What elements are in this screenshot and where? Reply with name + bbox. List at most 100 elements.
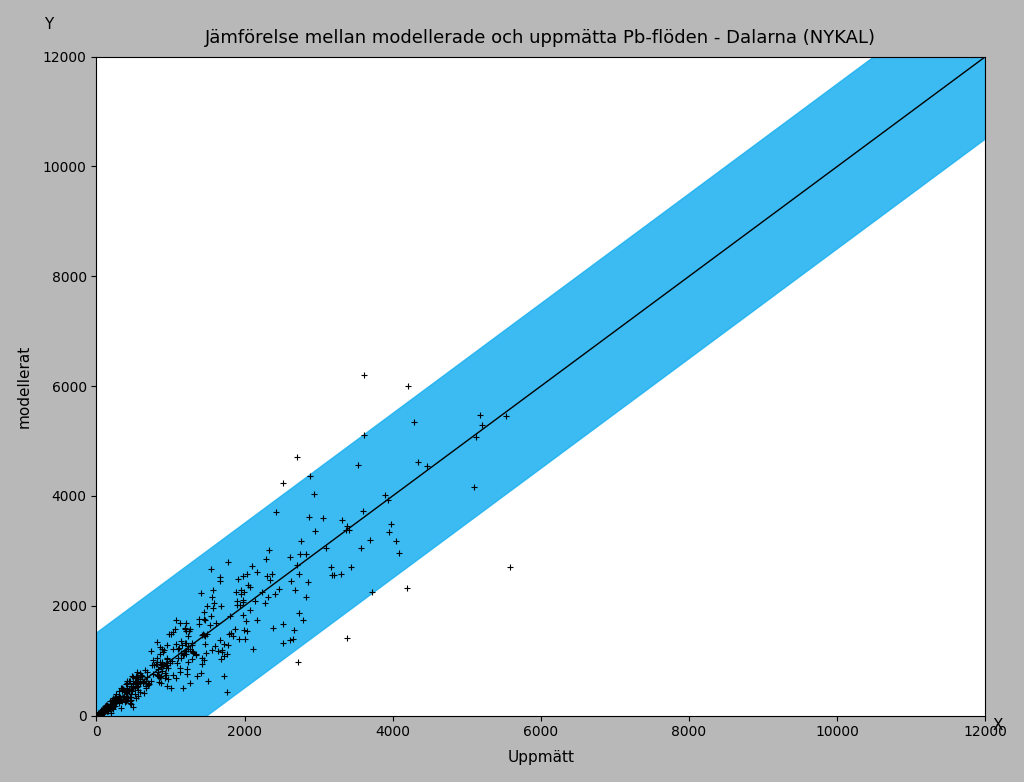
Point bbox=[153, 659, 169, 672]
Point bbox=[406, 416, 422, 429]
Point bbox=[148, 636, 165, 648]
Point bbox=[99, 700, 116, 712]
Point bbox=[240, 579, 256, 591]
Point bbox=[118, 695, 134, 708]
Point bbox=[219, 647, 236, 660]
Point bbox=[122, 691, 138, 704]
Point bbox=[200, 628, 216, 640]
Point bbox=[334, 514, 350, 526]
Point bbox=[381, 526, 397, 538]
Point bbox=[187, 648, 204, 661]
Point bbox=[180, 655, 197, 668]
Point bbox=[168, 638, 184, 651]
Point bbox=[472, 408, 488, 421]
X-axis label: Uppmätt: Uppmätt bbox=[507, 751, 574, 766]
Point bbox=[129, 690, 145, 702]
Point bbox=[151, 670, 167, 683]
Point bbox=[184, 647, 201, 659]
Point bbox=[90, 708, 106, 720]
Point bbox=[105, 701, 122, 713]
Point bbox=[240, 624, 256, 637]
Point bbox=[123, 694, 139, 706]
Point bbox=[295, 614, 311, 626]
Point bbox=[165, 669, 181, 681]
Point bbox=[130, 684, 146, 697]
Point bbox=[283, 634, 299, 647]
Point bbox=[147, 658, 164, 670]
Point bbox=[267, 506, 284, 518]
Point bbox=[202, 619, 218, 631]
Point bbox=[92, 707, 109, 719]
Point bbox=[204, 562, 220, 575]
Point bbox=[108, 691, 124, 704]
Point bbox=[301, 511, 317, 524]
Point bbox=[91, 705, 108, 718]
Point bbox=[130, 678, 146, 691]
Point bbox=[198, 647, 214, 659]
Point bbox=[93, 704, 110, 716]
Point bbox=[89, 709, 105, 722]
Point bbox=[130, 676, 146, 688]
Point bbox=[120, 691, 136, 704]
Point bbox=[352, 542, 369, 554]
Point bbox=[205, 584, 221, 597]
Point bbox=[176, 637, 193, 649]
Point bbox=[111, 694, 127, 707]
Point bbox=[157, 666, 173, 679]
Point bbox=[106, 699, 123, 712]
Point bbox=[111, 690, 127, 702]
Point bbox=[138, 671, 155, 683]
Point bbox=[142, 645, 159, 658]
Point bbox=[128, 692, 144, 705]
Point bbox=[215, 669, 231, 682]
Point bbox=[148, 658, 165, 670]
Point bbox=[230, 633, 247, 645]
Point bbox=[154, 643, 170, 655]
Point bbox=[172, 616, 188, 629]
Point bbox=[326, 569, 342, 582]
Point bbox=[196, 613, 212, 626]
Point bbox=[199, 600, 215, 612]
Point bbox=[91, 708, 108, 720]
Point bbox=[165, 626, 181, 638]
Point bbox=[121, 674, 137, 687]
Point bbox=[229, 595, 246, 608]
Point bbox=[114, 684, 130, 697]
Point bbox=[159, 651, 175, 664]
Point bbox=[178, 637, 195, 649]
Point bbox=[338, 524, 354, 536]
Point bbox=[129, 676, 145, 689]
Point bbox=[118, 692, 134, 705]
Point bbox=[95, 703, 112, 716]
Point bbox=[177, 622, 194, 635]
Point bbox=[105, 703, 122, 716]
Point bbox=[175, 682, 191, 694]
Point bbox=[132, 676, 148, 689]
Point bbox=[114, 682, 130, 694]
Point bbox=[97, 705, 114, 718]
Point bbox=[100, 701, 117, 713]
Point bbox=[123, 698, 139, 711]
Point bbox=[177, 645, 194, 658]
Point bbox=[274, 637, 291, 649]
Point bbox=[122, 685, 138, 698]
Point bbox=[234, 594, 251, 607]
Point bbox=[285, 633, 301, 645]
Point bbox=[187, 648, 204, 661]
Point bbox=[105, 691, 122, 704]
Point bbox=[94, 706, 111, 719]
Point bbox=[206, 597, 222, 609]
Point bbox=[123, 683, 139, 696]
Point bbox=[305, 487, 322, 500]
Point bbox=[314, 512, 331, 525]
Point bbox=[94, 704, 111, 716]
Point bbox=[123, 688, 139, 701]
Point bbox=[212, 571, 228, 583]
Point bbox=[125, 678, 141, 691]
Point bbox=[236, 596, 252, 608]
Point bbox=[257, 553, 273, 565]
Point bbox=[159, 658, 175, 671]
Point bbox=[220, 555, 237, 568]
Point bbox=[183, 638, 200, 651]
Point bbox=[247, 595, 263, 608]
